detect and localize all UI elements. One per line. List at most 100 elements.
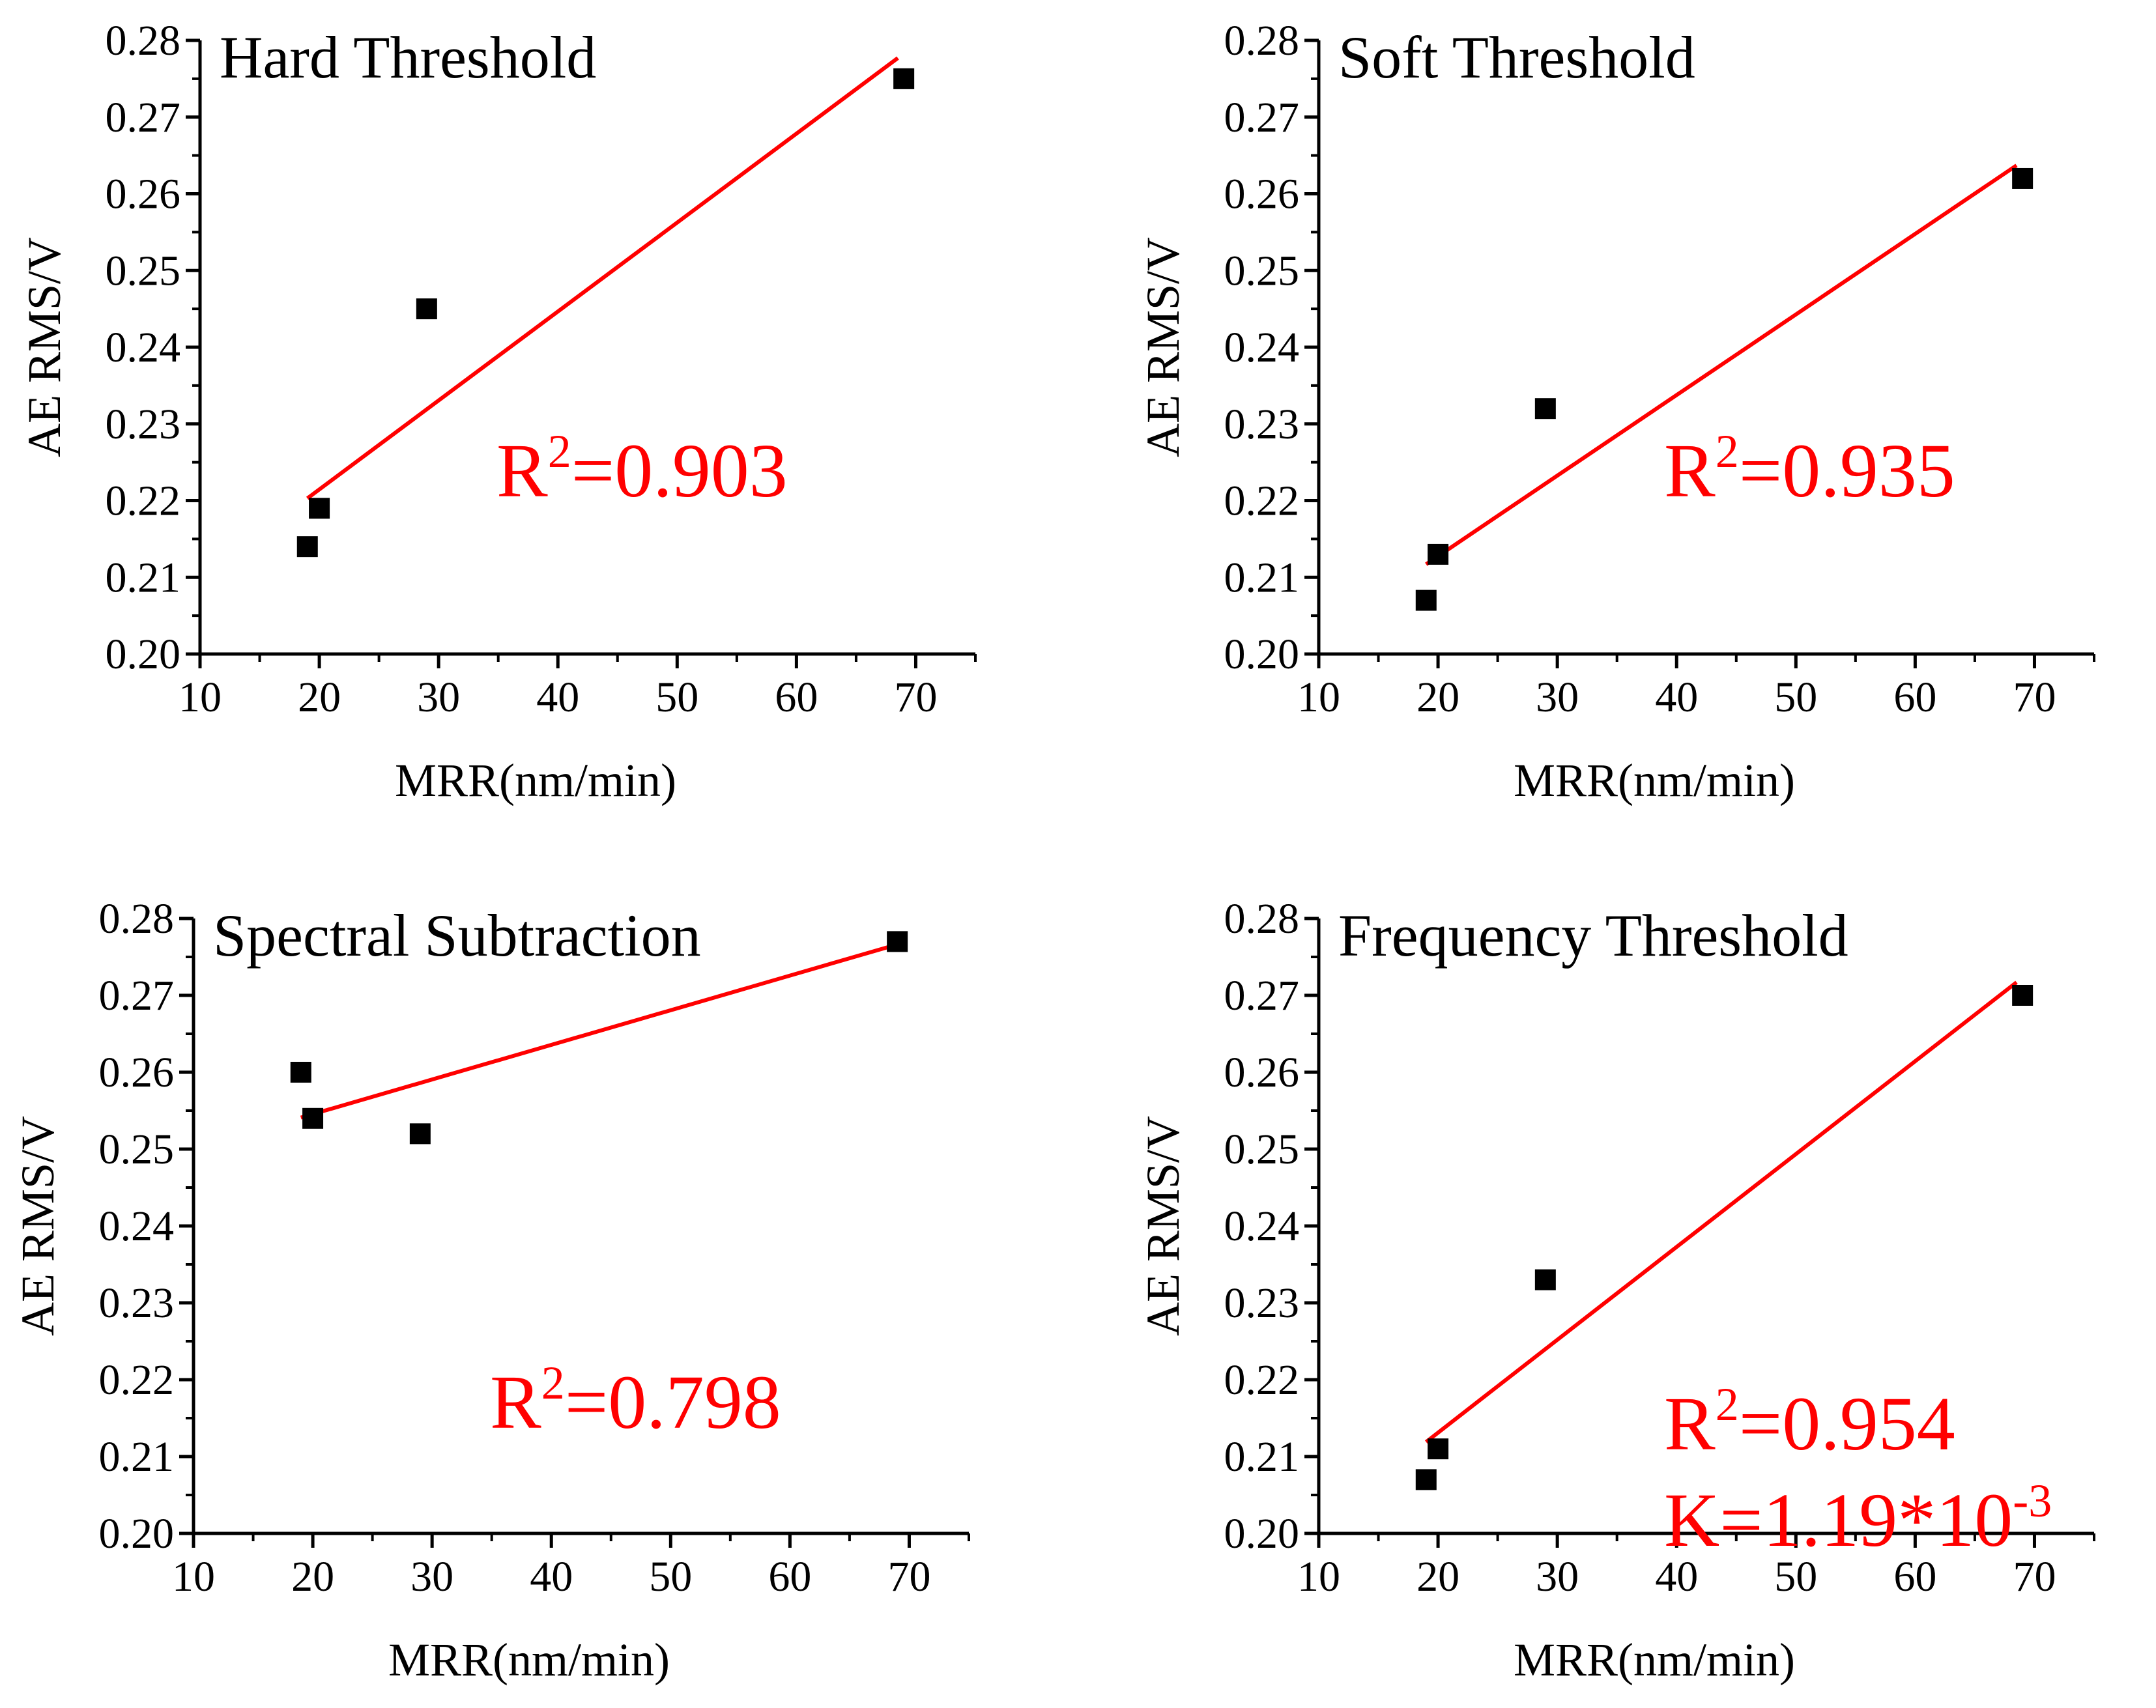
y-axis-label: AE RMS/V [1137, 1116, 1189, 1336]
data-point [887, 931, 908, 952]
x-tick-label: 10 [179, 674, 222, 721]
fit-line [300, 944, 892, 1120]
x-tick-label: 30 [1536, 674, 1579, 721]
y-tick-label: 0.24 [1224, 1203, 1300, 1250]
r-squared-annotation: R2=0.798 [490, 1357, 781, 1445]
x-tick-label: 20 [298, 674, 341, 721]
r-squared-value: =0.935 [1739, 428, 1955, 513]
x-tick-label: 10 [1297, 674, 1340, 721]
x-tick-label: 70 [2013, 1553, 2056, 1601]
data-point [290, 1062, 311, 1083]
r-squared-superscript: 2 [541, 1357, 565, 1409]
r-squared-superscript: 2 [548, 425, 571, 477]
y-tick-label: 0.28 [106, 17, 181, 64]
data-point [409, 1123, 431, 1145]
y-tick-label: 0.20 [1224, 631, 1300, 678]
x-tick-label: 30 [410, 1553, 453, 1601]
y-axis-label: AE RMS/V [18, 237, 70, 457]
chart-title: Spectral Subtraction [213, 902, 701, 969]
y-tick-label: 0.20 [99, 1510, 175, 1558]
chart-panel-2: 0.20 0.21 0.22 0.23 0.24 0.25 0.26 0.27 0.28 10 20… [1137, 17, 2095, 806]
y-tick-label: 0.27 [1224, 94, 1300, 141]
x-axis-label: MRR(nm/min) [388, 1634, 670, 1686]
data-point [1428, 543, 1449, 565]
x-axis-label: MRR(nm/min) [1514, 754, 1795, 806]
y-tick-label: 0.21 [1224, 554, 1300, 601]
x-tick-label: 40 [536, 674, 579, 721]
x-tick-label: 10 [1297, 1553, 1340, 1601]
y-tick-label: 0.23 [1224, 401, 1300, 448]
chart-panel-3: 0.20 0.21 0.22 0.23 0.24 0.25 0.26 0.27 0.28 10 20… [12, 895, 970, 1686]
x-tick-label: 40 [1655, 1553, 1698, 1601]
data-point [302, 1107, 324, 1129]
data-point [416, 298, 437, 320]
data-point [296, 536, 318, 558]
y-tick-label: 0.28 [1224, 895, 1300, 943]
y-axis-label: AE RMS/V [12, 1116, 64, 1336]
x-tick-label: 20 [291, 1553, 334, 1601]
y-tick-label: 0.27 [106, 94, 181, 141]
x-tick-label: 30 [1536, 1553, 1579, 1601]
r-squared-annotation: R2=0.954 [1664, 1378, 1955, 1466]
x-tick-label: 20 [1416, 1553, 1459, 1601]
data-point [893, 68, 915, 89]
y-tick-label: 0.20 [106, 631, 181, 678]
y-tick-label: 0.24 [106, 324, 181, 371]
y-tick-label: 0.22 [99, 1356, 175, 1404]
x-tick-label: 10 [172, 1553, 215, 1601]
r-squared-superscript: 2 [1716, 1378, 1739, 1430]
chart-title: Frequency Threshold [1338, 902, 1848, 969]
y-tick-label: 0.23 [1224, 1279, 1300, 1327]
data-point [1415, 1469, 1437, 1490]
y-tick-label: 0.20 [1224, 1510, 1300, 1558]
y-tick-label: 0.27 [99, 972, 175, 1019]
x-tick-label: 50 [1774, 674, 1817, 721]
r-squared-value: =0.798 [565, 1359, 781, 1445]
data-point [1415, 590, 1437, 611]
y-tick-label: 0.24 [99, 1203, 175, 1250]
y-tick-label: 0.21 [1224, 1433, 1300, 1481]
chart-title: Hard Threshold [220, 24, 596, 91]
x-tick-label: 20 [1416, 674, 1459, 721]
y-tick-label: 0.25 [1224, 247, 1300, 294]
x-tick-label: 60 [775, 674, 818, 721]
chart-panel-1: 0.20 0.21 0.22 0.23 0.24 0.25 0.26 0.27 0.28 10 20… [18, 17, 977, 806]
r-squared-value: =0.954 [1739, 1381, 1955, 1466]
chart-panel-4: 0.20 0.21 0.22 0.23 0.24 0.25 0.26 0.27 0.28 10 20… [1137, 895, 2095, 1686]
y-tick-label: 0.23 [99, 1279, 175, 1327]
y-tick-label: 0.25 [1224, 1126, 1300, 1173]
x-tick-label: 60 [768, 1553, 811, 1601]
slope-exponent: -3 [2013, 1475, 2052, 1527]
r-squared-superscript: 2 [1716, 425, 1739, 477]
x-tick-label: 70 [2013, 674, 2056, 721]
r-squared-prefix: R [1664, 428, 1716, 513]
chart-title: Soft Threshold [1338, 24, 1695, 91]
slope-prefix: K=1.19*10 [1664, 1477, 2013, 1563]
y-tick-label: 0.25 [106, 247, 181, 294]
y-tick-label: 0.21 [99, 1433, 175, 1481]
y-axis-label: AE RMS/V [1137, 237, 1189, 457]
y-tick-label: 0.24 [1224, 324, 1300, 371]
fit-line [306, 56, 899, 500]
x-tick-label: 40 [530, 1553, 573, 1601]
data-point [1534, 1269, 1556, 1290]
y-tick-label: 0.26 [106, 171, 181, 218]
x-tick-label: 40 [1655, 674, 1698, 721]
data-point [309, 498, 330, 519]
y-tick-label: 0.26 [1224, 171, 1300, 218]
x-tick-label: 50 [1774, 1553, 1817, 1601]
x-tick-label: 50 [655, 674, 698, 721]
fit-line [1425, 164, 2018, 566]
x-axis-label: MRR(nm/min) [1514, 1634, 1795, 1686]
r-squared-prefix: R [490, 1359, 541, 1445]
y-tick-label: 0.28 [99, 895, 175, 943]
x-tick-label: 70 [887, 1553, 930, 1601]
fit-line [1424, 980, 2018, 1444]
x-tick-label: 30 [417, 674, 460, 721]
r-squared-prefix: R [496, 428, 548, 513]
slope-annotation: K=1.19*10-3 [1664, 1475, 2052, 1563]
y-tick-label: 0.28 [1224, 17, 1300, 64]
x-tick-label: 60 [1893, 674, 1936, 721]
x-tick-label: 60 [1893, 1553, 1936, 1601]
